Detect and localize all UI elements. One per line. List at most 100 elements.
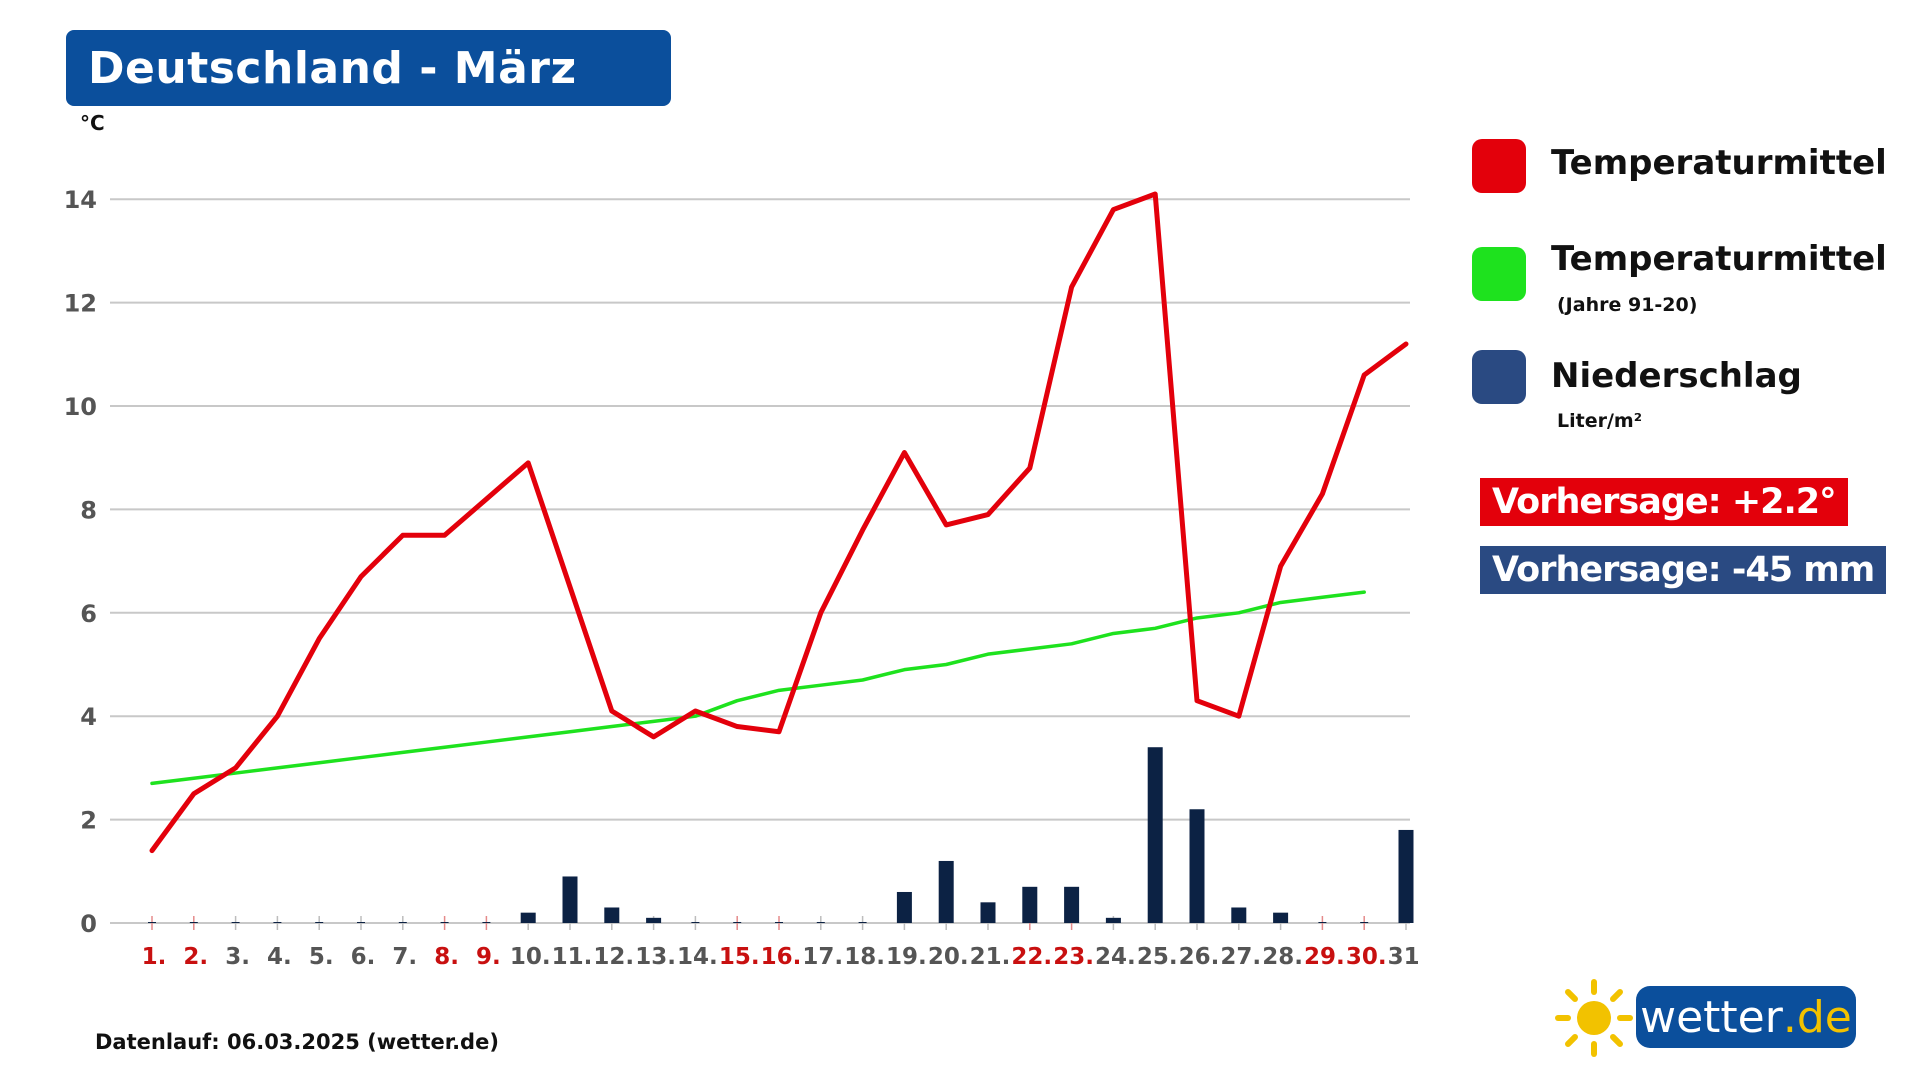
forecast-precipitation-text: Vorhersage: -45 mm: [1492, 550, 1875, 590]
x-tick-label: 7.: [392, 944, 417, 970]
x-tick-label: 31.: [1388, 944, 1418, 970]
x-tick-label: 15.: [719, 944, 760, 970]
precipitation-bar: [896, 891, 912, 923]
x-tick-label: 18.: [844, 944, 885, 970]
precipitation-bar: [1064, 886, 1080, 923]
forecast-temperature-badge: Vorhersage: +2.2°: [1480, 478, 1848, 526]
chart-title: Deutschland - März: [88, 42, 577, 94]
x-tick-label: 29.: [1304, 944, 1345, 970]
precipitation-bar: [1231, 907, 1247, 923]
precipitation-bar: [440, 922, 449, 923]
y-tick-label: 6: [80, 600, 97, 628]
y-tick-label: 12: [64, 290, 97, 318]
precipitation-bar: [1398, 829, 1414, 923]
precipitation-bar: [1189, 809, 1205, 923]
y-tick-label: 0: [80, 910, 97, 938]
x-tick-label: 5.: [309, 944, 334, 970]
forecast-precipitation-badge: Vorhersage: -45 mm: [1480, 546, 1887, 594]
logo-tld: .de: [1782, 991, 1852, 1043]
legend-sub-normal: (Jahre 91-20): [1557, 294, 1698, 316]
x-tick-label: 13.: [635, 944, 676, 970]
precipitation-bar: [691, 922, 700, 923]
legend-label-normal: Temperaturmittel: [1551, 239, 1887, 279]
x-tick-label: 10.: [510, 944, 551, 970]
precipitation-bar: [148, 922, 156, 923]
precipitation-bar: [398, 922, 407, 923]
normal-temperature-line: [150, 590, 1366, 786]
x-tick-label: 28.: [1262, 944, 1303, 970]
x-tick-label: 20.: [928, 944, 969, 970]
precipitation-bar: [520, 912, 536, 923]
normal-temperature-series: [150, 590, 1366, 786]
precipitation-bar: [482, 922, 491, 923]
legend-swatch-normal: [1472, 247, 1526, 301]
precipitation-bar: [1022, 886, 1038, 923]
y-tick-label: 10: [64, 393, 97, 421]
legend-label-temperature: Temperaturmittel: [1551, 143, 1887, 183]
legend-label-precipitation: Niederschlag: [1551, 356, 1802, 396]
forecast-temperature-text: Vorhersage: +2.2°: [1492, 482, 1837, 522]
precipitation-bar: [562, 876, 578, 923]
x-tick-label: 2.: [183, 944, 208, 970]
precipitation-bar: [231, 922, 240, 923]
precipitation-bar: [980, 902, 996, 923]
y-tick-label: 14: [64, 186, 97, 214]
x-tick-label: 25.: [1137, 944, 1178, 970]
x-tick-label: 4.: [267, 944, 292, 970]
precipitation-bar: [646, 917, 662, 923]
precipitation-bar: [604, 907, 620, 923]
x-tick-label: 17.: [802, 944, 843, 970]
legend-swatch-precipitation: [1472, 350, 1526, 404]
precipitation-bar: [315, 922, 324, 923]
legend-swatch-temperature: [1472, 139, 1526, 193]
x-tick-label: 16.: [761, 944, 802, 970]
precipitation-bar: [273, 922, 282, 923]
precipitation-bar: [858, 922, 867, 923]
x-tick-label: 3.: [225, 944, 250, 970]
x-tick-label: 14.: [677, 944, 718, 970]
x-tick-label: 11.: [552, 944, 593, 970]
x-tick-label: 8.: [434, 944, 459, 970]
x-tick-label: 26.: [1179, 944, 1220, 970]
data-run-note: Datenlauf: 06.03.2025 (wetter.de): [95, 1030, 499, 1054]
precipitation-bar: [1105, 917, 1121, 923]
x-tick-label: 23.: [1053, 944, 1094, 970]
precipitation-bar: [775, 922, 783, 923]
temperature-line: [149, 191, 1409, 854]
x-tick-label: 9.: [476, 944, 501, 970]
precipitation-bar: [1147, 747, 1163, 923]
x-tick-label: 22.: [1011, 944, 1052, 970]
gridlines: [110, 198, 1410, 924]
x-tick-label: 19.: [886, 944, 927, 970]
x-tick-label: 30.: [1346, 944, 1387, 970]
wetter-de-logo: wetter .de: [1552, 978, 1862, 1058]
precipitation-bar: [189, 922, 198, 923]
x-tick-label: 24.: [1095, 944, 1136, 970]
legend-sub-precipitation: Liter/m²: [1557, 410, 1643, 432]
precipitation-bar: [938, 860, 954, 923]
logo-wordmark: wetter .de: [1636, 986, 1856, 1048]
x-tick-label: 27.: [1220, 944, 1261, 970]
y-tick-label: 8: [80, 496, 97, 524]
x-tick-label: 1.: [142, 944, 167, 970]
x-axis-labels: 1. 2. 3. 4. 5. 6. 7. 8. 9. 10. 11. 12. 13. 14. 15. 16. 1…: [142, 944, 1418, 970]
precipitation-bar: [733, 922, 742, 923]
precipitation-bar: [1273, 912, 1289, 923]
logo-text: wetter: [1640, 991, 1783, 1043]
precipitation-bar: [357, 922, 365, 923]
x-tick-label: 21.: [970, 944, 1011, 970]
temperature-series: [149, 191, 1409, 854]
y-tick-label: 4: [80, 703, 97, 731]
precipitation-bar: [816, 922, 825, 923]
x-tick-label: 12.: [593, 944, 634, 970]
y-axis-unit: °C: [80, 111, 105, 135]
precipitation-bars: [148, 747, 1414, 923]
precipitation-bar: [1318, 922, 1327, 923]
sun-icon: [1555, 979, 1633, 1057]
x-tick-label: 6.: [351, 944, 376, 970]
title-banner: Deutschland - März: [66, 30, 671, 106]
y-axis-ticks: 0 2 4 6 8 10 12 14: [64, 186, 97, 938]
y-tick-label: 2: [80, 807, 97, 835]
precipitation-bar: [1360, 922, 1369, 923]
